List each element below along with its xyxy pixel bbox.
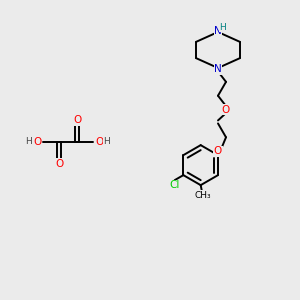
Text: O: O (214, 146, 222, 156)
Text: H: H (103, 136, 110, 146)
Text: N: N (214, 26, 222, 36)
Text: N: N (214, 64, 222, 74)
Text: O: O (33, 137, 41, 147)
Text: O: O (55, 159, 63, 169)
Text: CH₃: CH₃ (194, 190, 211, 200)
Text: H: H (220, 22, 226, 32)
Text: Cl: Cl (169, 180, 180, 190)
Text: O: O (95, 137, 103, 147)
Text: H: H (26, 136, 32, 146)
Text: O: O (222, 105, 230, 115)
Text: O: O (73, 115, 81, 125)
